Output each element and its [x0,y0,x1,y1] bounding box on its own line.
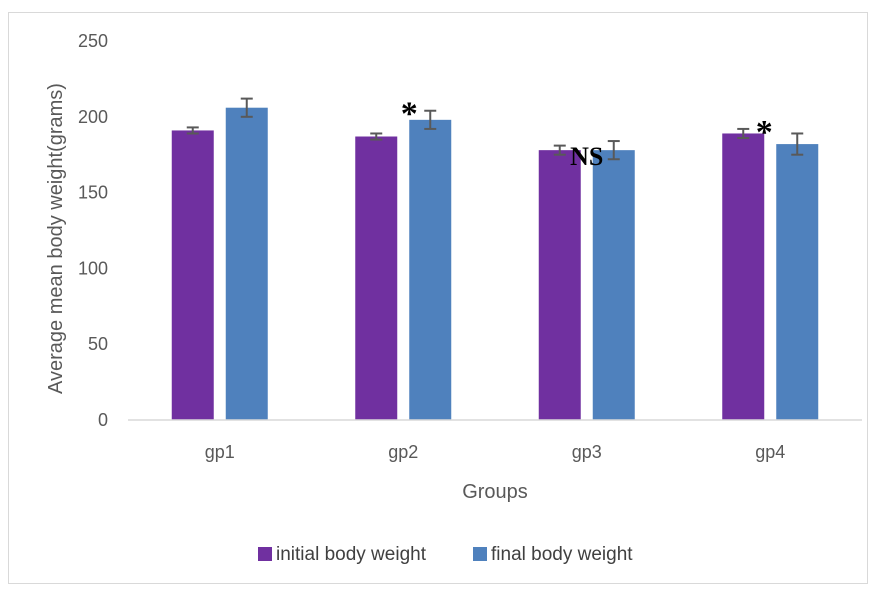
bar-gp2-initial [355,136,398,420]
bar-gp3-initial [538,150,581,421]
bars-layer [171,107,819,421]
bar-gp4-initial [722,133,765,420]
bar-gp2-final [409,119,452,420]
legend-label-final: final body weight [491,544,633,565]
error-bars-layer [186,97,804,161]
legend-swatch-initial [258,547,272,561]
x-tick-label-gp2: gp2 [388,442,418,462]
bar-gp1-initial [171,130,214,420]
y-tick-label: 200 [78,107,108,127]
legend-label-initial: initial body weight [276,544,427,565]
y-axis-title: Average mean body weight(grams) [45,83,67,394]
significance-asterisk: * [756,114,773,151]
x-tick-labels: gp1 gp2 gp3 gp4 [205,442,786,462]
y-tick-label: 150 [78,183,108,203]
x-axis-title: Groups [462,481,528,503]
y-tick-labels: 0 50 100 150 200 250 [78,31,108,430]
x-tick-label-gp4: gp4 [755,442,785,462]
significance-annotations: * NS * [401,96,773,171]
x-tick-label-gp1: gp1 [205,442,235,462]
y-tick-label: 100 [78,258,108,278]
y-tick-label: 0 [98,410,108,430]
legend-swatch-final [473,547,487,561]
bar-gp3-final [592,150,635,421]
significance-asterisk: * [401,96,418,133]
bar-gp1-final [225,107,268,420]
y-tick-label: 50 [88,334,108,354]
bar-gp4-final [776,144,819,420]
y-tick-label: 250 [78,31,108,51]
significance-ns-label: NS [570,142,603,171]
x-tick-label-gp3: gp3 [572,442,602,462]
legend: initial body weight final body weight [258,544,633,565]
